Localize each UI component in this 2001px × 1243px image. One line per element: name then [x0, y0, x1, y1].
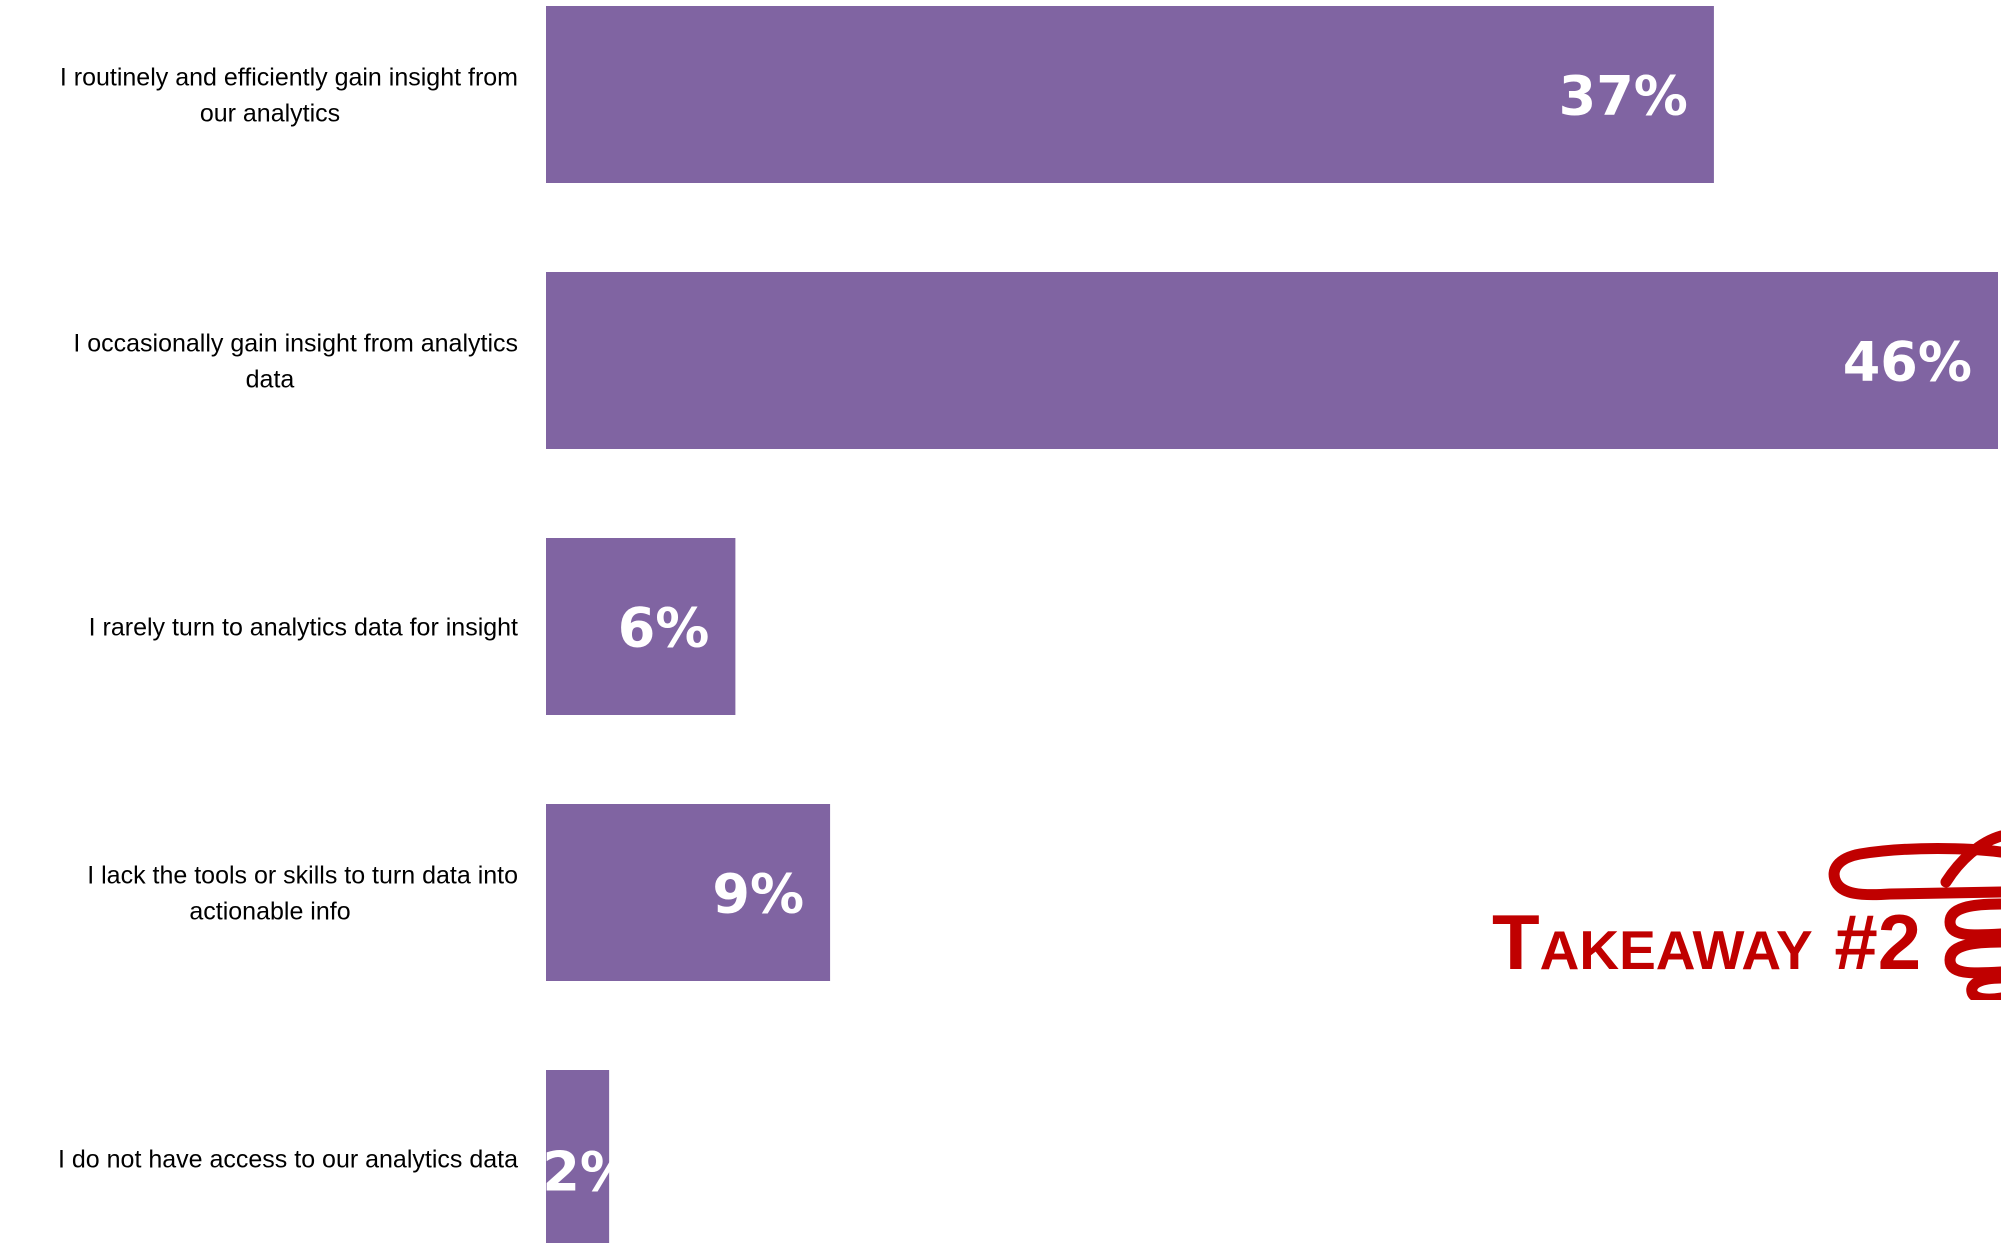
- category-label-1-line-2: our analytics: [200, 100, 340, 128]
- takeaway-rest: akeaway #2: [1539, 898, 1922, 986]
- data-label-5: 2%: [542, 1141, 634, 1204]
- data-label-1: 37%: [1559, 65, 1688, 128]
- category-label-4-line-2: actionable info: [189, 898, 350, 926]
- bar-1: [546, 6, 1714, 183]
- data-label-2: 46%: [1843, 331, 1972, 394]
- category-label-2-line-1: I occasionally gain insight from analyti…: [73, 330, 518, 358]
- category-label-1-line-1: I routinely and efficiently gain insight…: [60, 64, 518, 92]
- data-label-3: 6%: [618, 597, 710, 660]
- takeaway-initial: T: [1492, 898, 1540, 986]
- bar-2: [546, 272, 1998, 449]
- bar-5: [546, 1070, 610, 1243]
- data-label-4: 9%: [712, 863, 804, 926]
- takeaway-callout: Takeaway #2: [1492, 903, 1921, 981]
- category-labels: I routinely and efficiently gain insight…: [58, 64, 518, 1174]
- category-label-3: I rarely turn to analytics data for insi…: [89, 614, 518, 642]
- category-label-5: I do not have access to our analytics da…: [58, 1146, 518, 1174]
- bar-4: [546, 804, 831, 981]
- category-label-2-line-2: data: [246, 366, 295, 394]
- bar-3: [546, 538, 736, 715]
- category-label-4-line-1: I lack the tools or skills to turn data …: [87, 862, 518, 890]
- bars-layer: [546, 6, 1998, 1243]
- pointing-hand-icon: [1828, 830, 2001, 1000]
- data-labels: 37% 46% 6% 9% 2%: [542, 65, 1972, 1204]
